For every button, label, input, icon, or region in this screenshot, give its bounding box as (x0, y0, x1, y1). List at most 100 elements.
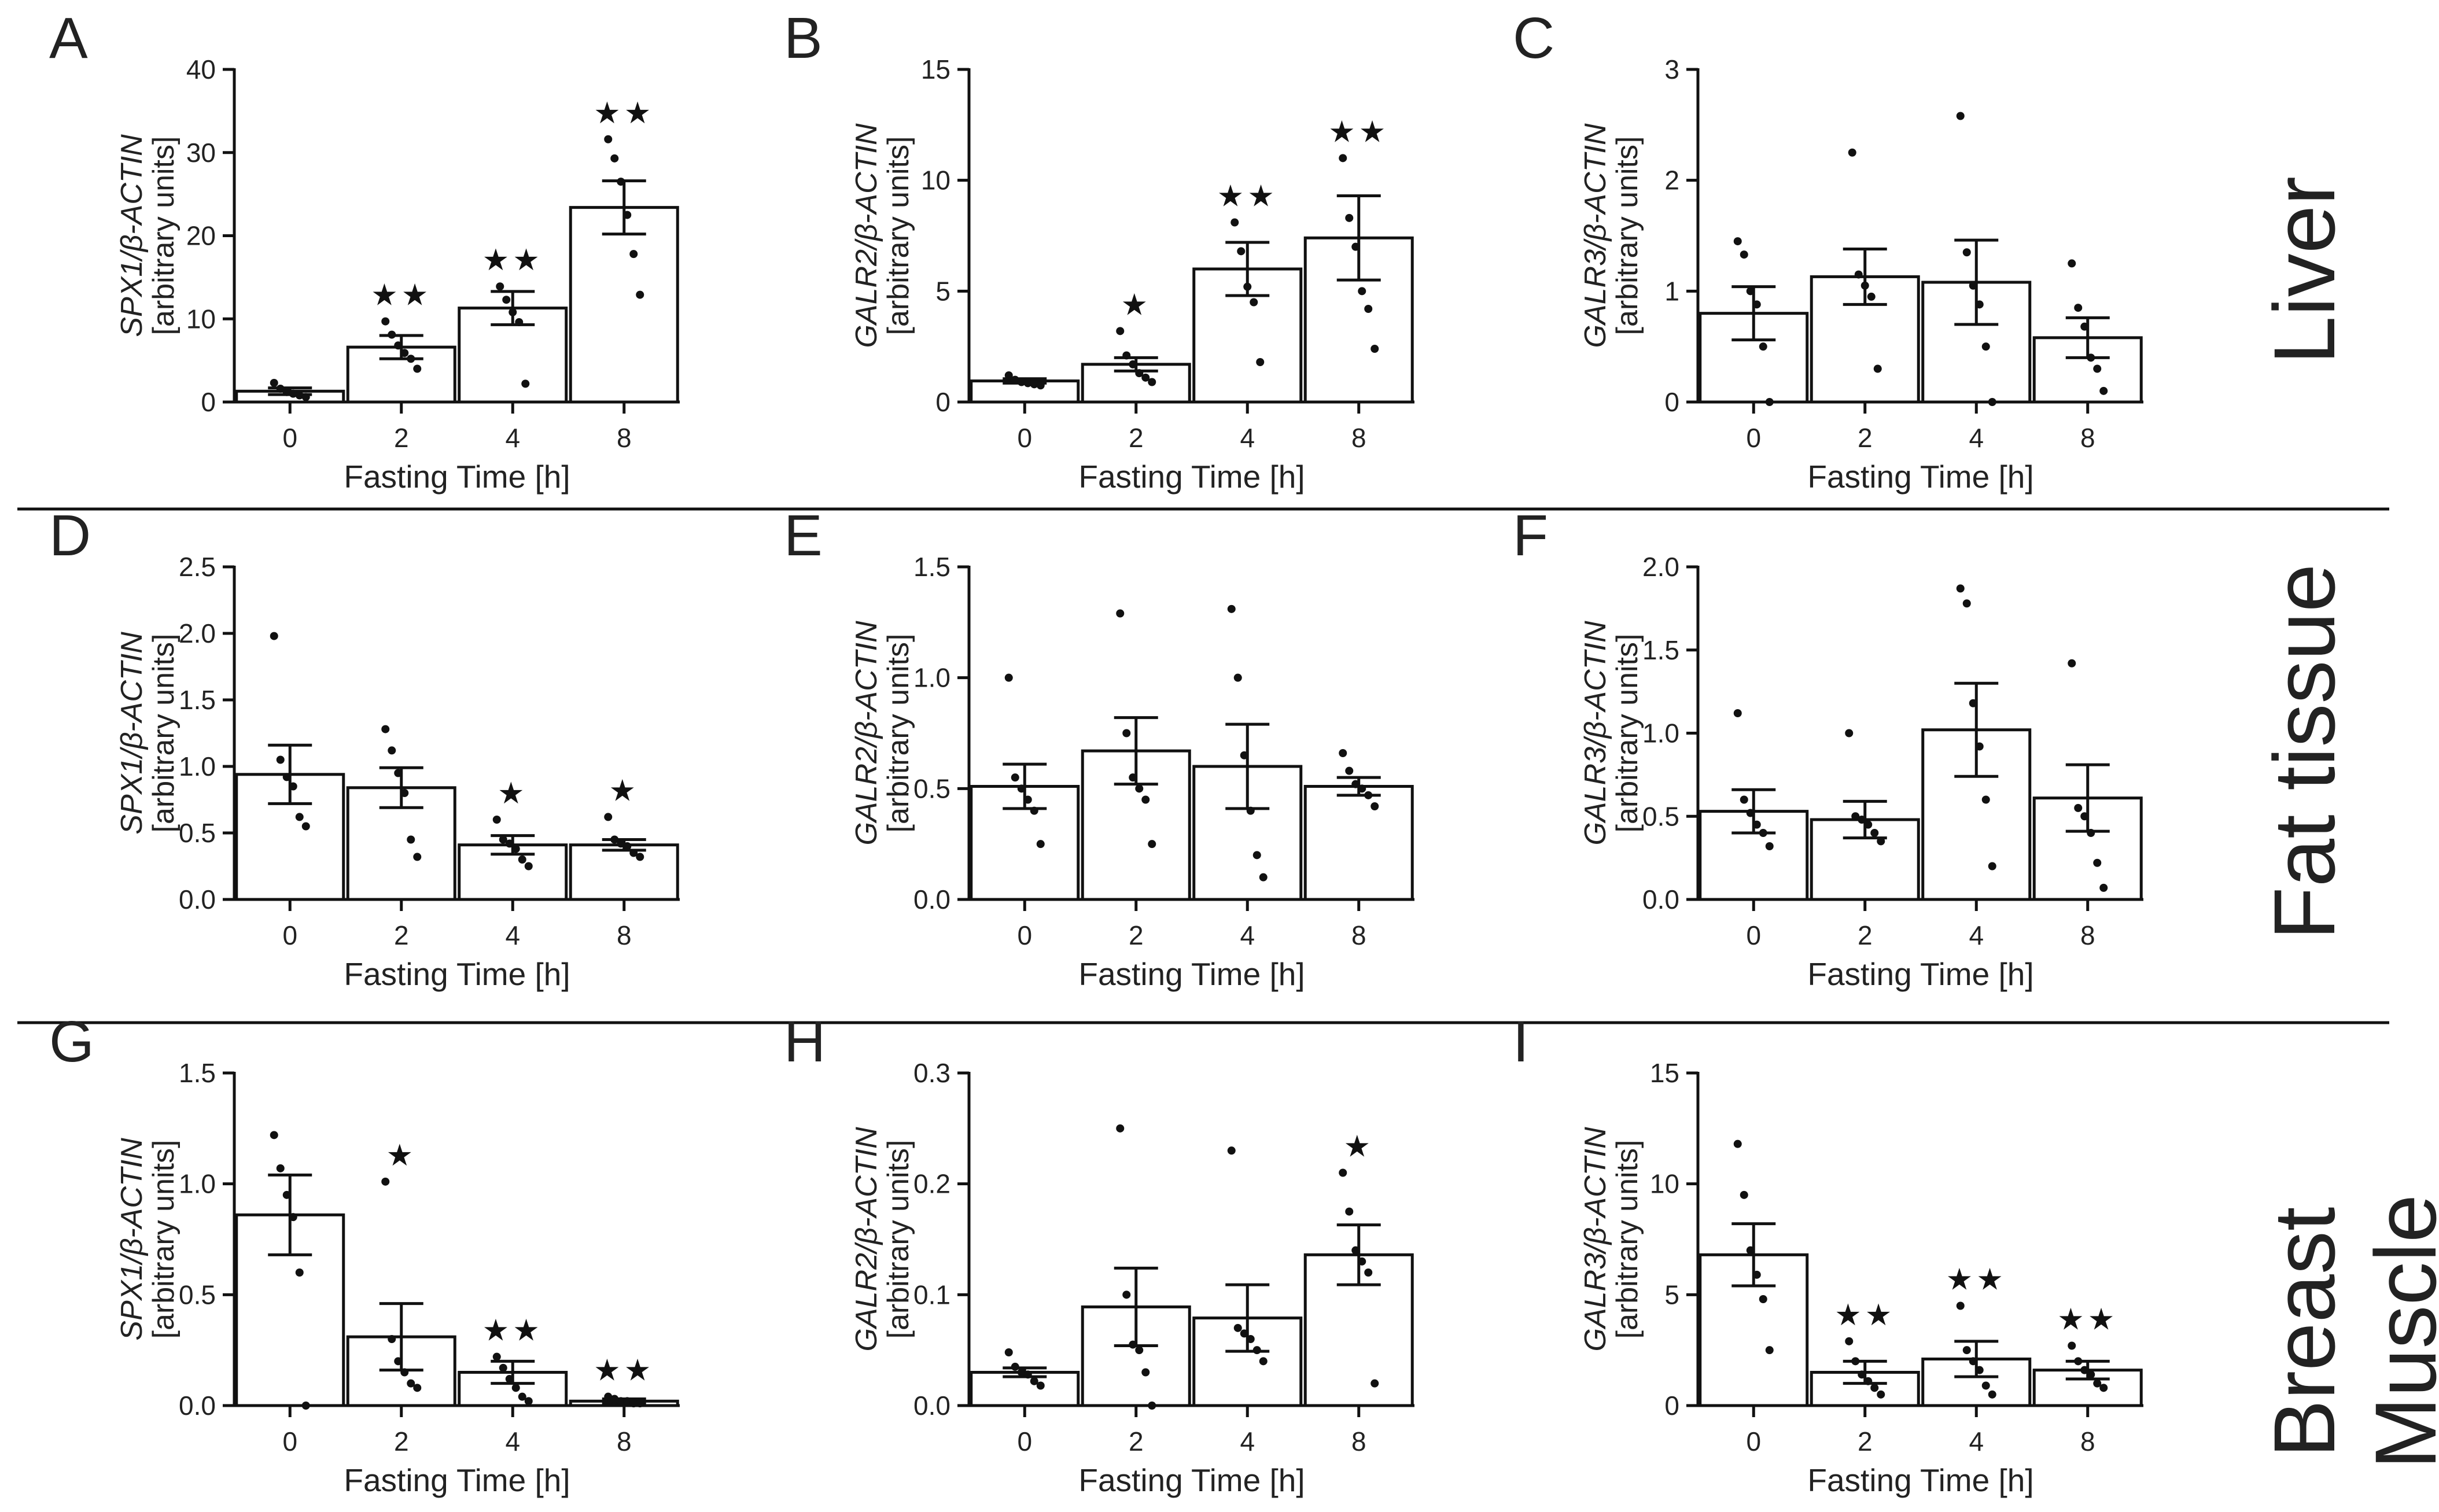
x-tick-label: 4 (1240, 423, 1255, 453)
data-point (1030, 806, 1038, 815)
panel-label: D (49, 503, 91, 568)
data-point (1765, 398, 1774, 406)
data-point (1017, 1368, 1026, 1377)
y-tick-label: 10 (921, 165, 950, 196)
data-point (2093, 1379, 2102, 1388)
data-point (1851, 812, 1860, 821)
data-point (1858, 816, 1866, 824)
y-tick-label: 1 (1664, 276, 1679, 306)
data-point (2074, 304, 2083, 312)
data-point (604, 813, 613, 821)
x-tick-label: 8 (2080, 1426, 2095, 1456)
data-point (1956, 112, 1965, 120)
row-label-liver: Liver (2256, 176, 2353, 364)
x-tick-label: 4 (1969, 423, 1984, 453)
data-point (295, 391, 304, 400)
chart-panel-g: G 0.0 0.5 1.0 1.5 0 2 ★ 4 ★★ 8 ★★ Fasting Time [h] SP… (49, 1009, 680, 1498)
data-point (1877, 837, 1885, 846)
data-point (610, 1395, 619, 1403)
data-point (1339, 749, 1347, 757)
data-point (1148, 378, 1156, 386)
data-point (1017, 784, 1026, 793)
data-point (518, 1392, 526, 1401)
data-point (1962, 599, 1971, 608)
x-axis-title: Fasting Time [h] (344, 459, 570, 495)
data-point (2080, 322, 2089, 331)
data-point (1873, 364, 1882, 373)
data-point (1023, 1370, 1032, 1379)
data-point (2068, 259, 2076, 268)
data-point (1988, 862, 1996, 871)
data-point (289, 389, 297, 398)
data-point (1116, 1124, 1125, 1133)
data-point (1969, 281, 1977, 290)
x-tick-label: 4 (505, 423, 520, 453)
x-tick-label: 0 (1746, 920, 1761, 950)
y-axis-title: GALR3/β-ACTIN (1579, 621, 1612, 845)
data-point (1858, 1370, 1866, 1379)
data-point (1023, 795, 1032, 804)
data-point (1004, 673, 1013, 682)
data-point (2074, 803, 2083, 812)
data-point (295, 1268, 304, 1277)
x-tick-label: 8 (617, 1426, 632, 1456)
y-tick-label: 5 (935, 276, 950, 306)
significance-stars: ★★ (1217, 180, 1278, 213)
data-point (1765, 842, 1774, 850)
row-label-muscle: Muscle (2357, 1194, 2439, 1469)
data-point (1011, 773, 1019, 782)
x-tick-label: 8 (617, 920, 632, 950)
data-point (1004, 1348, 1013, 1356)
y-tick-label: 0.5 (179, 1279, 216, 1310)
data-point (1962, 1346, 1971, 1355)
chart-panel-d: D 0.0 0.5 1.0 1.5 2.0 2.5 0 2 4 ★ 8 ★ Fasting Time [h… (49, 503, 680, 992)
data-point (617, 1397, 625, 1406)
data-point (521, 379, 530, 388)
data-point (2087, 829, 2095, 837)
data-point (1969, 699, 1977, 707)
x-tick-label: 2 (1858, 920, 1873, 950)
data-point (2099, 386, 2108, 395)
significance-stars: ★★ (482, 244, 543, 277)
data-point (1733, 709, 1742, 717)
data-point (400, 789, 409, 797)
data-point (1364, 791, 1373, 799)
significance-stars: ★★ (594, 97, 654, 130)
data-point (1851, 1357, 1860, 1366)
data-point (1358, 1257, 1366, 1266)
data-point (1351, 1246, 1360, 1255)
y-axis-units: [arbitrary units] (1611, 1140, 1644, 1339)
data-point (1854, 270, 1863, 279)
data-point (1752, 300, 1761, 309)
data-point (1759, 342, 1767, 351)
data-point (1370, 1379, 1379, 1388)
data-point (1962, 248, 1971, 257)
data-point (1135, 369, 1144, 378)
x-axis-title: Fasting Time [h] (1807, 459, 2033, 495)
data-point (394, 341, 403, 350)
y-tick-label: 2 (1664, 165, 1679, 196)
y-tick-label: 1.5 (179, 685, 216, 715)
data-point (502, 296, 511, 304)
data-point (301, 393, 310, 401)
data-point (1259, 1357, 1268, 1366)
panel-label: G (49, 1009, 94, 1074)
data-point (1135, 1346, 1144, 1355)
panel-label: E (784, 503, 823, 568)
data-point (1339, 154, 1347, 163)
data-point (1141, 373, 1150, 382)
data-point (1345, 1207, 1354, 1216)
data-point (1848, 148, 1856, 157)
chart-panel-c: C 0 1 2 3 0 2 4 8 Fasting Time [h] GALR3/β-ACTIN[a… (1513, 6, 2143, 495)
data-point (1250, 298, 1258, 307)
data-point (1870, 1384, 1879, 1392)
data-point (1752, 820, 1761, 829)
significance-stars: ★ (498, 777, 528, 810)
data-point (1740, 250, 1748, 259)
y-axis-units: [arbitrary units] (147, 137, 180, 335)
data-point (1129, 360, 1137, 368)
y-tick-label: 2.0 (1642, 552, 1679, 582)
data-point (1237, 247, 1246, 256)
x-tick-label: 4 (505, 920, 520, 950)
y-tick-label: 1.0 (1642, 718, 1679, 748)
